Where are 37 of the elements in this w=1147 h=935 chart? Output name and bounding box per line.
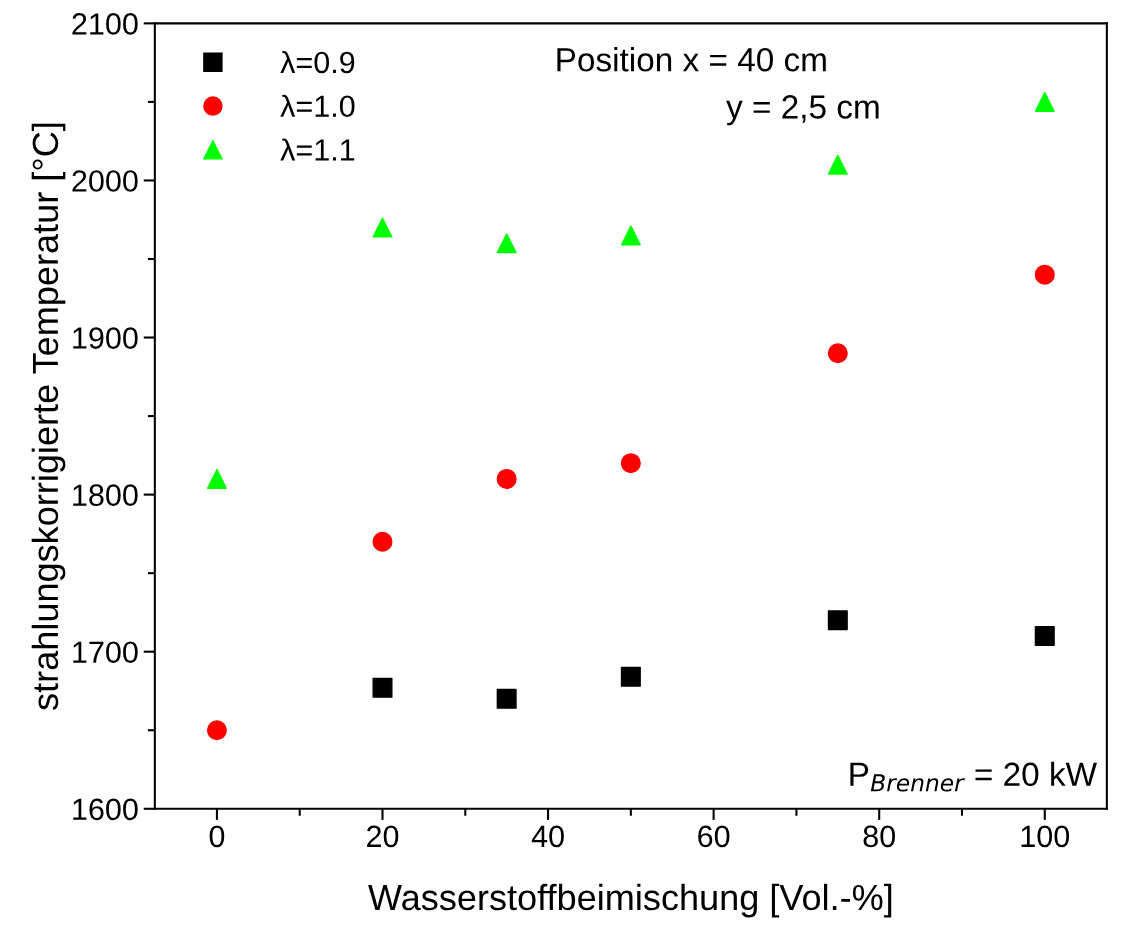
annotation: y = 2,5 cm xyxy=(726,95,879,126)
y-tick-label: 1900 xyxy=(73,327,138,349)
point xyxy=(206,468,227,489)
annotation: P$_{Brenner}$ = 20 kW xyxy=(850,761,1097,792)
point xyxy=(620,453,641,474)
point xyxy=(372,677,393,698)
y-tick-label: 1600 xyxy=(73,798,138,821)
point xyxy=(372,531,393,552)
y-axis-title: strahlungskorrigierte Temperatur [°C] xyxy=(31,123,66,710)
legend-label: λ=1.1 xyxy=(280,138,355,161)
x-tick-label: 0 xyxy=(209,825,225,848)
point xyxy=(827,154,848,175)
annotation: Position x = 40 cm xyxy=(557,47,826,72)
point xyxy=(827,343,848,364)
point xyxy=(496,233,517,254)
x-tick-label: 80 xyxy=(863,825,895,848)
point xyxy=(206,720,227,741)
point xyxy=(372,217,393,238)
y-tick-label: 1800 xyxy=(73,484,138,506)
point xyxy=(620,225,641,246)
point xyxy=(1034,91,1055,112)
point xyxy=(1034,625,1055,646)
legend-label: λ=0.9 xyxy=(280,50,355,74)
x-tick-label: 100 xyxy=(1021,825,1070,848)
point xyxy=(827,610,848,631)
y-tick-label: 2000 xyxy=(72,170,138,192)
legend-label: λ=1.0 xyxy=(280,94,355,118)
point xyxy=(496,468,517,489)
point xyxy=(496,688,517,709)
y-tick-label: 1700 xyxy=(73,641,138,664)
x-tick-label: 20 xyxy=(367,825,399,848)
point xyxy=(620,666,641,687)
point xyxy=(1034,264,1055,285)
x-tick-label: 60 xyxy=(698,825,730,848)
x-axis-title: Wasserstoffbeimischung [Vol.-%] xyxy=(368,883,892,918)
y-tick-label: 2100 xyxy=(72,13,138,35)
x-tick-label: 40 xyxy=(531,825,564,848)
